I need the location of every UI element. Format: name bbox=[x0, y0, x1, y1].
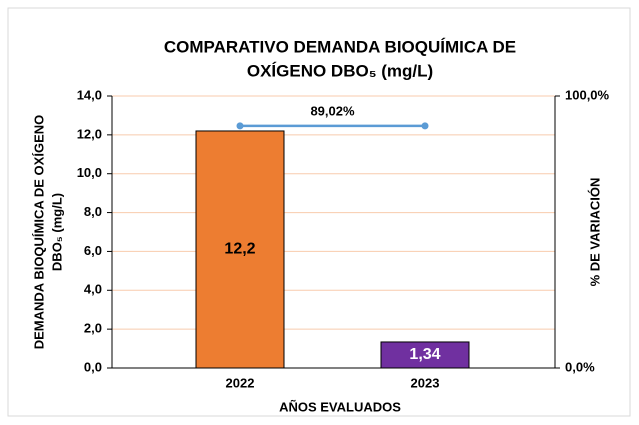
y-tick-label: 14,0 bbox=[77, 87, 102, 102]
x-tick-label: 2023 bbox=[411, 375, 440, 390]
y-axis-label: DEMANDA BIOQUÍMICA DE OXÍGENO bbox=[31, 115, 46, 350]
data-label: 1,34 bbox=[409, 346, 440, 363]
y2-axis-label: % DE VARIACIÓN bbox=[587, 178, 602, 287]
chart-title: COMPARATIVO DEMANDA BIOQUÍMICA DE bbox=[164, 37, 516, 56]
x-tick-label: 2022 bbox=[226, 375, 255, 390]
bar bbox=[195, 130, 285, 369]
bar bbox=[380, 341, 470, 369]
y2-tick-label: 0,0% bbox=[565, 359, 595, 374]
y-tick-label: 8,0 bbox=[84, 204, 102, 219]
y-tick-label: 12,0 bbox=[77, 126, 102, 141]
y-tick-label: 6,0 bbox=[84, 243, 102, 258]
y2-tick-label: 100,0% bbox=[565, 87, 610, 102]
y-tick-label: 0,0 bbox=[84, 359, 102, 374]
data-label: 12,2 bbox=[224, 241, 255, 258]
line-label: 89,02% bbox=[310, 103, 355, 118]
chart-title: OXÍGENO DBO₅ (mg/L) bbox=[247, 61, 433, 80]
line-point bbox=[236, 122, 244, 130]
line-point bbox=[421, 122, 429, 130]
y-tick-label: 10,0 bbox=[77, 165, 102, 180]
y-tick-label: 2,0 bbox=[84, 321, 102, 336]
y-axis-label: DBO₅ (mg/L) bbox=[49, 193, 64, 271]
x-axis-label: AÑOS EVALUADOS bbox=[279, 399, 401, 414]
y-tick-label: 4,0 bbox=[84, 282, 102, 297]
